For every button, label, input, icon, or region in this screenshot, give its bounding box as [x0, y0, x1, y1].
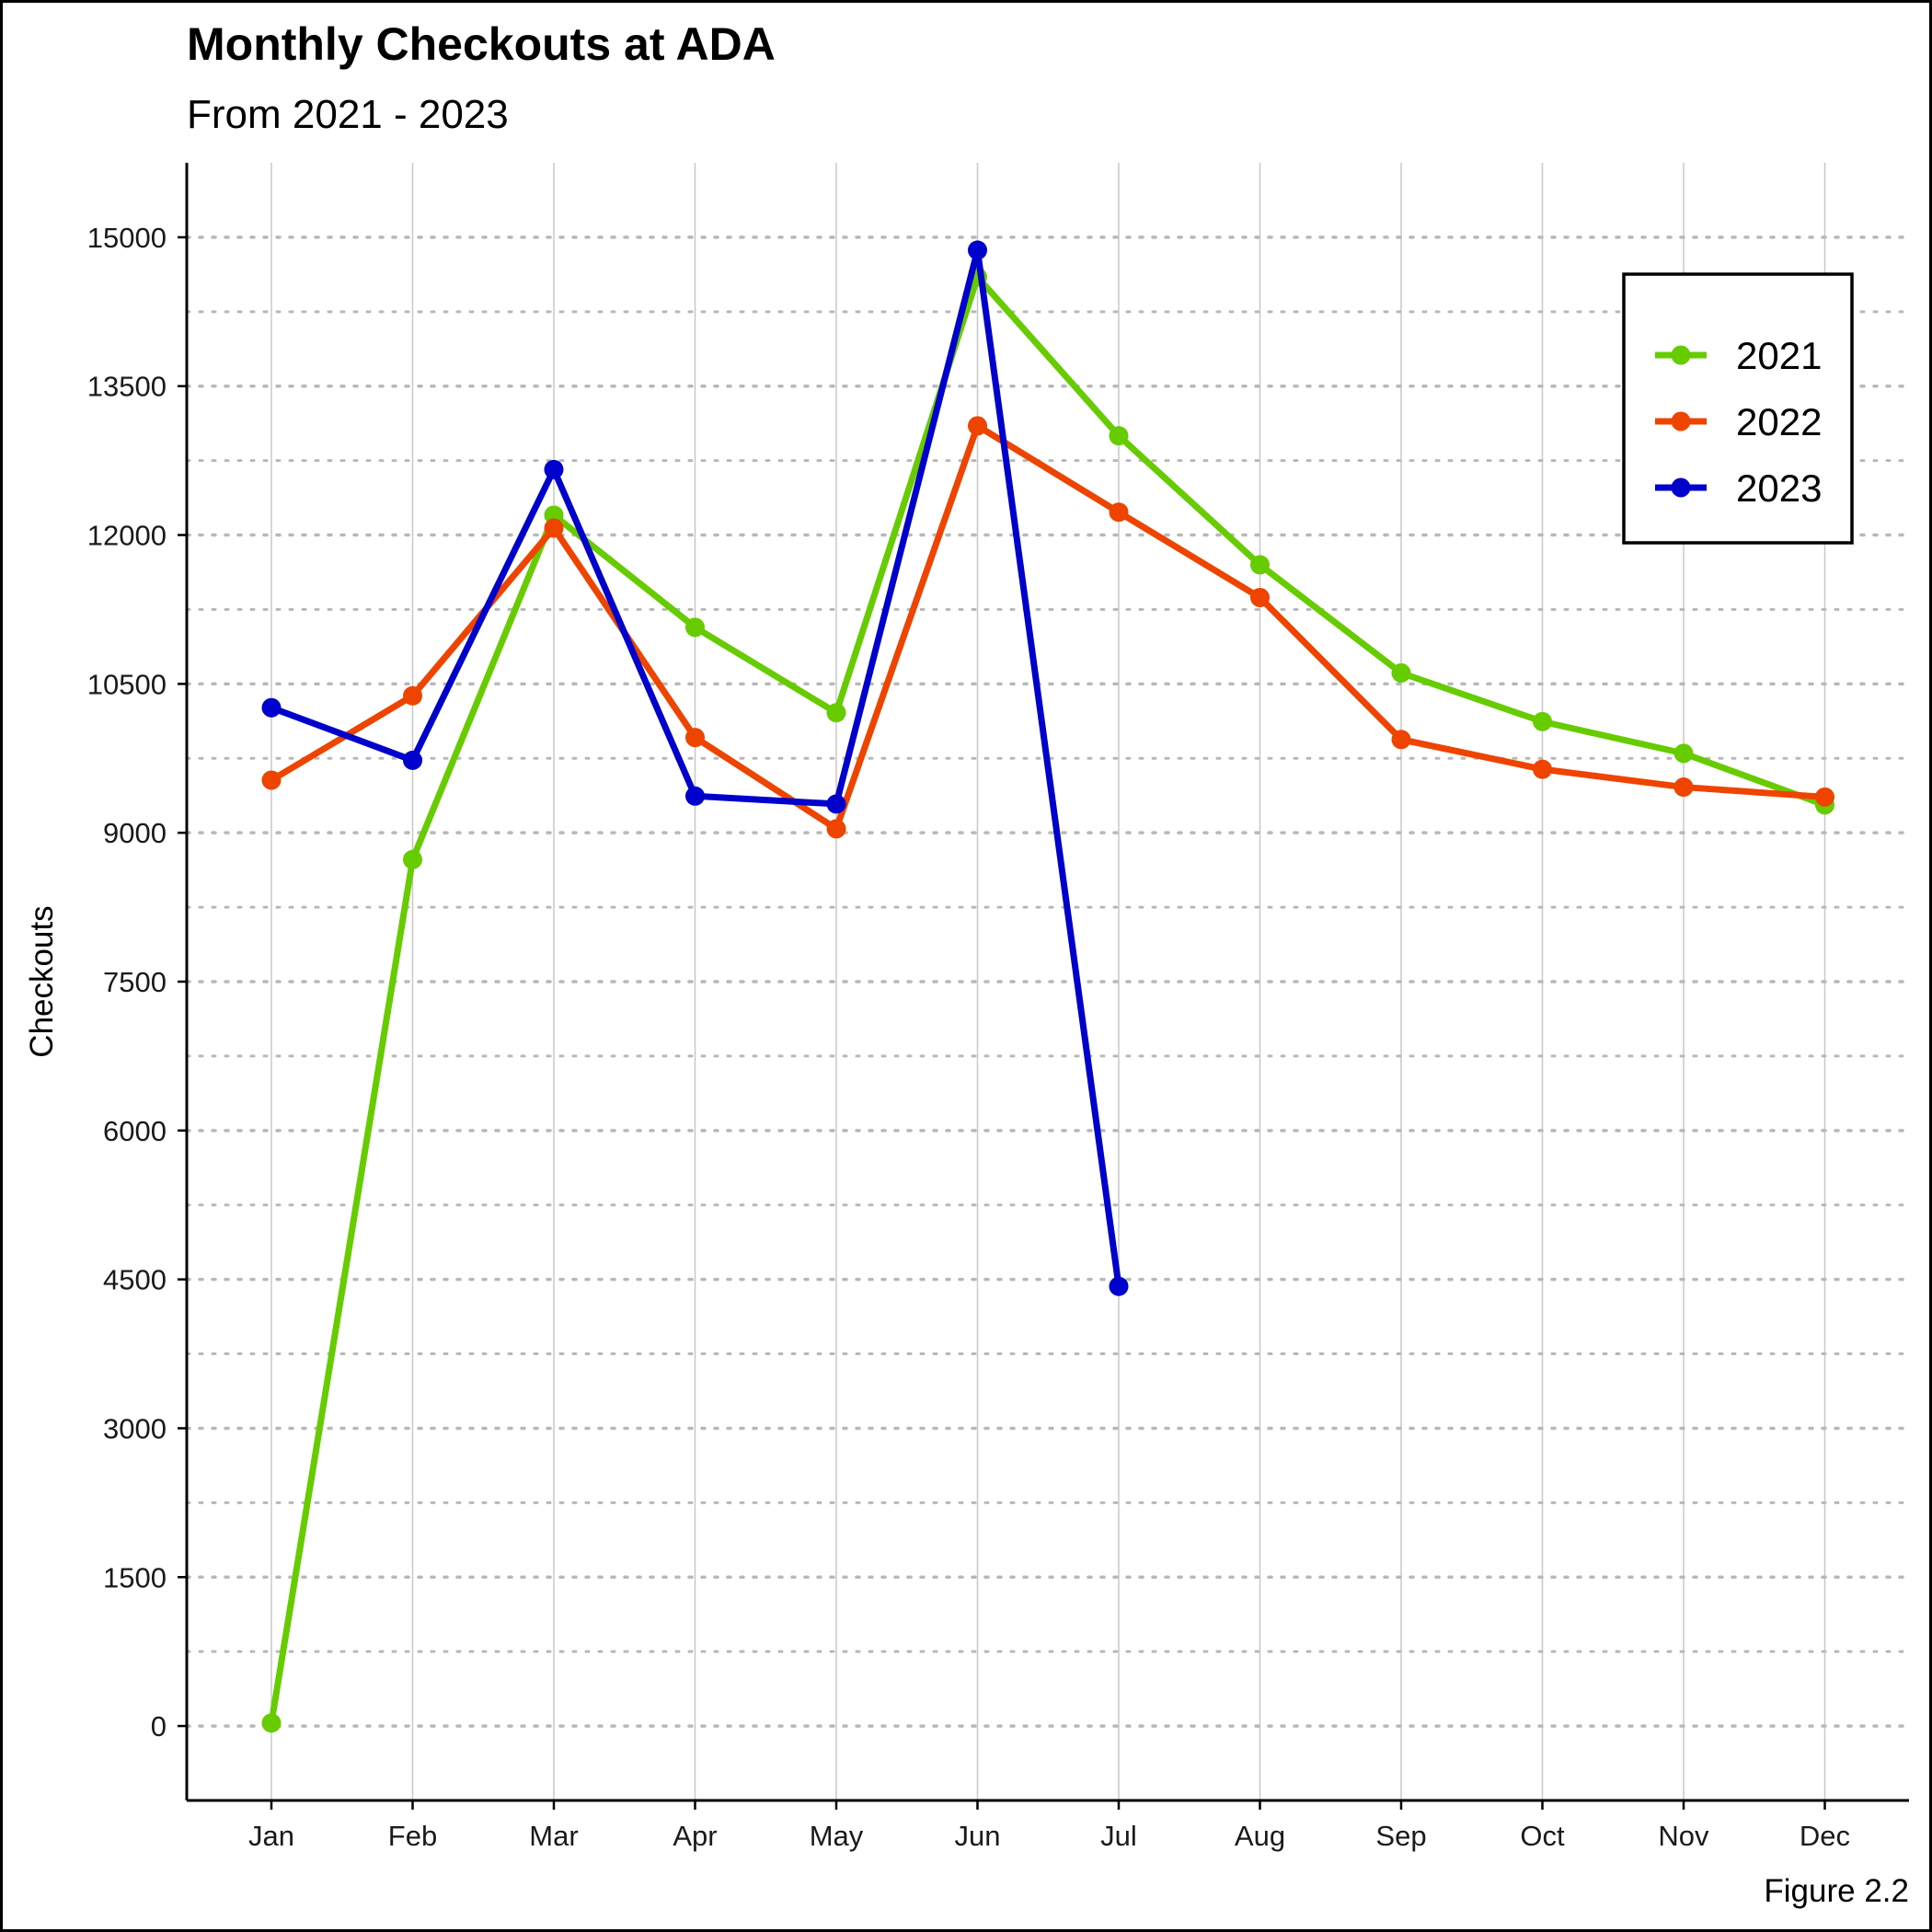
data-point-2023-jan: [261, 697, 282, 718]
chart-caption: Figure 2.2: [1764, 1873, 1909, 1909]
legend-swatch-point-2021: [1671, 345, 1691, 365]
x-tick-label-dec: Dec: [1800, 1820, 1850, 1852]
y-tick-label-10500: 10500: [87, 668, 167, 700]
y-tick-label-4500: 4500: [103, 1264, 167, 1296]
y-tick-label-9000: 9000: [103, 817, 167, 849]
data-point-2021-jul: [1109, 426, 1129, 446]
y-tick-label-1500: 1500: [103, 1561, 167, 1593]
y-tick-label-6000: 6000: [103, 1115, 167, 1147]
x-tick-label-mar: Mar: [529, 1820, 578, 1852]
series-line-2021: [268, 273, 1828, 1727]
y-tick-label-7500: 7500: [103, 966, 167, 998]
x-tick-label-nov: Nov: [1658, 1820, 1709, 1852]
series-2023: [261, 240, 1129, 1296]
legend-label-2023: 2023: [1736, 466, 1822, 510]
legend-box: [1622, 272, 1854, 545]
legend-swatch-point-2022: [1671, 411, 1691, 431]
x-tick-label-jun: Jun: [955, 1820, 1001, 1852]
data-point-2022-sep: [1391, 730, 1411, 750]
legend-swatch-point-2023: [1671, 477, 1691, 498]
data-point-2022-may: [826, 819, 846, 839]
data-point-2023-jun: [968, 240, 987, 260]
x-tick-label-sep: Sep: [1375, 1820, 1426, 1852]
y-tick-label-12000: 12000: [87, 520, 167, 552]
x-tick-label-jul: Jul: [1100, 1820, 1137, 1852]
data-point-2021-jan: [261, 1713, 282, 1733]
x-tick-label-aug: Aug: [1235, 1820, 1285, 1852]
data-point-2022-aug: [1250, 588, 1270, 608]
y-tick-label-15000: 15000: [87, 222, 167, 254]
x-tick-label-apr: Apr: [673, 1820, 717, 1852]
data-point-2022-oct: [1533, 759, 1552, 779]
data-point-2021-feb: [403, 849, 422, 869]
data-point-2021-nov: [1673, 743, 1694, 764]
data-point-2022-jan: [261, 770, 282, 790]
data-point-2022-mar: [544, 518, 564, 538]
line-chart: Monthly Checkouts at ADA From 2021 - 202…: [24, 18, 1911, 1909]
data-point-2022-dec: [1815, 787, 1834, 807]
data-point-2023-mar: [544, 459, 564, 479]
series-2021: [261, 267, 1834, 1733]
y-tick-label-13500: 13500: [87, 371, 167, 403]
data-point-2021-apr: [685, 617, 705, 638]
series-lines: [261, 240, 1834, 1733]
x-tick-label-jan: Jan: [248, 1820, 294, 1852]
data-point-2021-oct: [1533, 711, 1552, 731]
x-tick-label-may: May: [810, 1820, 864, 1852]
data-point-2023-jul: [1109, 1276, 1129, 1296]
data-point-2022-jun: [968, 416, 987, 436]
data-point-2022-apr: [685, 728, 705, 748]
y-tick-label-3000: 3000: [103, 1412, 167, 1444]
data-point-2021-aug: [1250, 555, 1270, 575]
data-point-2021-may: [826, 703, 846, 723]
x-tick-label-oct: Oct: [1520, 1820, 1565, 1852]
data-point-2022-nov: [1673, 777, 1694, 798]
data-point-2023-may: [826, 794, 846, 814]
x-tick-label-feb: Feb: [388, 1820, 437, 1852]
y-axis-label: Checkouts: [24, 905, 60, 1057]
data-point-2022-feb: [403, 685, 422, 706]
y-tick-label-0: 0: [151, 1710, 167, 1742]
chart-subtitle: From 2021 - 2023: [187, 92, 509, 137]
data-point-2023-feb: [403, 750, 422, 770]
tick-labels: 0 1500 3000 4500 6000 7500 9000 10500 12000 13500…: [87, 222, 1850, 1852]
series-line-2022: [268, 422, 1828, 833]
data-point-2022-jul: [1109, 502, 1129, 523]
chart-title: Monthly Checkouts at ADA: [187, 18, 776, 70]
axes: [178, 163, 1909, 1810]
legend-label-2022: 2022: [1736, 400, 1822, 443]
legend: 2021 2022 2023: [1622, 272, 1854, 545]
data-point-2023-apr: [685, 786, 705, 806]
data-point-2021-sep: [1391, 662, 1411, 683]
series-2022: [261, 416, 1834, 839]
legend-label-2021: 2021: [1736, 334, 1822, 377]
